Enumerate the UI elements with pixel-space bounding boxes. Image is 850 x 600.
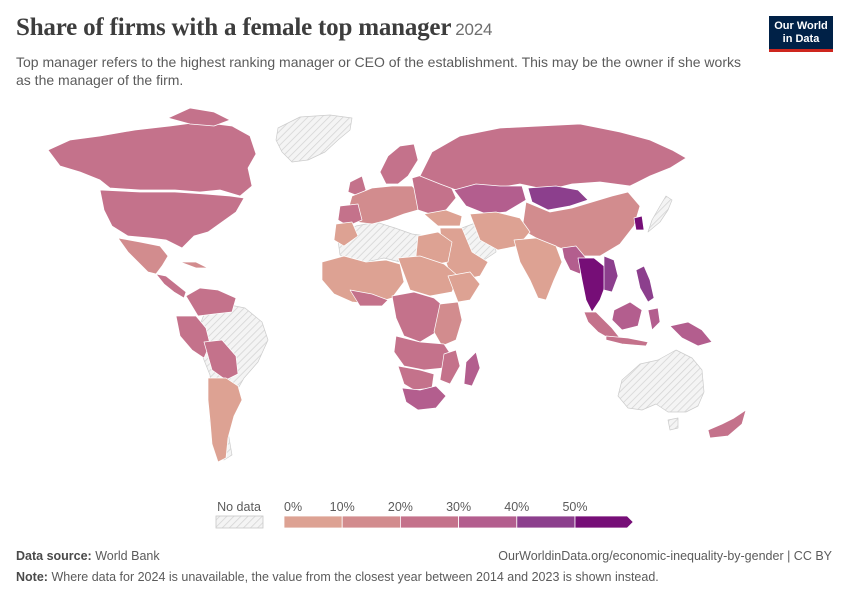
legend-bin-label-4: 40% (504, 500, 529, 514)
data-source-label: Data source: (16, 549, 92, 563)
region-bolivia-paraguay[interactable] (203, 339, 239, 381)
footer-url[interactable]: OurWorldinData.org/economic-inequality-b… (498, 549, 832, 563)
logo-line-2: in Data (782, 33, 820, 45)
region-central-america[interactable] (155, 273, 187, 299)
footnote-text: Where data for 2024 is unavailable, the … (51, 570, 659, 584)
region-morocco-algeria[interactable] (333, 221, 359, 247)
region-japan-korea-no-data[interactable] (647, 195, 673, 233)
chart-year: 2024 (455, 20, 493, 39)
legend-bin-label-1: 10% (330, 500, 355, 514)
region-horn-of-africa[interactable] (447, 271, 481, 303)
legend-bin-label-3: 30% (446, 500, 471, 514)
region-australia[interactable] (617, 349, 705, 413)
legend-bin-4[interactable] (516, 515, 576, 529)
region-argentina-chile[interactable] (207, 377, 243, 463)
region-east-africa[interactable] (433, 301, 463, 347)
region-scandinavia[interactable] (379, 143, 419, 185)
region-mongolia[interactable] (527, 185, 589, 211)
region-caribbean[interactable] (179, 261, 209, 269)
chart-subtitle: Top manager refers to the highest rankin… (16, 54, 741, 88)
chart-title-text: Share of firms with a female top manager (16, 14, 452, 41)
region-colombia-venezuela[interactable] (185, 287, 237, 317)
legend-bin-label-5: 50% (562, 500, 587, 514)
map-legend: No data 0% 10% 20% 30% 40% 50% (215, 500, 634, 529)
region-mozambique[interactable] (439, 349, 461, 385)
data-source: Data source: World Bank (16, 549, 160, 563)
owid-logo[interactable]: Our World in Data (769, 16, 833, 52)
region-canada-alaska[interactable] (47, 121, 257, 197)
region-borneo[interactable] (611, 301, 643, 331)
legend-bin-1[interactable] (341, 515, 401, 529)
region-usa[interactable] (99, 189, 245, 249)
region-korea[interactable] (633, 215, 645, 231)
legend-bins: 0% 10% 20% 30% 40% 50% (283, 500, 634, 529)
region-vietnam-cambodia[interactable] (603, 255, 619, 293)
data-source-value[interactable]: World Bank (95, 549, 160, 563)
legend-bin-0[interactable] (283, 515, 343, 529)
legend-bin-label-2: 20% (388, 500, 413, 514)
region-south-africa[interactable] (401, 385, 447, 411)
region-philippines[interactable] (635, 265, 655, 303)
region-greenland[interactable] (275, 114, 353, 163)
region-new-zealand[interactable] (707, 409, 747, 439)
region-sulawesi[interactable] (647, 307, 661, 331)
region-new-guinea[interactable] (669, 321, 713, 347)
region-west-africa[interactable] (321, 255, 405, 305)
region-tasmania[interactable] (667, 417, 679, 431)
region-iberia[interactable] (337, 203, 363, 227)
region-canada-islands[interactable] (167, 107, 231, 127)
legend-bin-2[interactable] (399, 515, 459, 529)
chart-title: Share of firms with a female top manager… (16, 14, 492, 42)
region-india[interactable] (513, 237, 563, 301)
legend-bin-5[interactable] (574, 515, 634, 529)
region-russia[interactable] (419, 123, 687, 191)
region-kazakhstan[interactable] (453, 183, 527, 215)
legend-no-data-swatch (215, 515, 264, 529)
legend-bin-3[interactable] (458, 515, 518, 529)
world-map[interactable] (0, 100, 850, 490)
logo-line-1: Our World (774, 20, 828, 32)
region-turkey[interactable] (423, 209, 463, 227)
region-gulf-of-guinea[interactable] (349, 289, 389, 307)
region-java[interactable] (605, 335, 649, 347)
legend-bin-label-0: 0% (284, 500, 302, 514)
region-mexico[interactable] (117, 237, 169, 275)
region-madagascar[interactable] (463, 351, 481, 387)
footnote-label: Note: (16, 570, 48, 584)
region-thailand-laos[interactable] (577, 257, 607, 313)
legend-no-data-label: No data (217, 500, 261, 514)
footnote: Note: Where data for 2024 is unavailable… (16, 570, 659, 584)
